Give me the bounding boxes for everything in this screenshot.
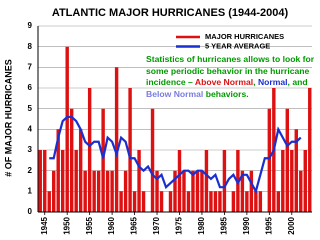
bar (303, 150, 307, 212)
x-tick-label: 1965 (130, 216, 139, 234)
bar (96, 170, 101, 212)
bar (105, 170, 110, 212)
bar (245, 191, 249, 212)
average-line (49, 115, 302, 195)
bar (150, 108, 155, 212)
annotation-text: behaviors. (203, 88, 249, 99)
bar (159, 191, 164, 212)
bar (74, 150, 78, 212)
bar (114, 67, 119, 212)
bar (195, 170, 200, 212)
y-tick-label: 5 (28, 104, 33, 113)
annotation-line: incidence – Above Normal, Normal, and (146, 77, 314, 89)
bar (204, 150, 209, 212)
bar (60, 150, 65, 212)
legend-label: MAJOR HURRICANES (205, 32, 284, 41)
y-tick-label: 9 (28, 21, 33, 30)
y-tick-label: 1 (28, 186, 33, 195)
annotation: Statistics of hurricanes allows to look … (146, 54, 314, 100)
bar (281, 150, 285, 212)
bar (218, 191, 222, 212)
bar (213, 191, 218, 212)
bar (87, 88, 92, 212)
y-tick-label: 6 (28, 83, 33, 92)
bar (101, 108, 105, 212)
bar (200, 170, 204, 212)
bar (65, 46, 69, 212)
annotation-text: Above Normal (194, 77, 254, 87)
x-tick-label: 1990 (242, 216, 251, 234)
annotation-line: Below Normal behaviors. (146, 89, 314, 101)
y-tick-label: 2 (28, 166, 33, 175)
y-tick-label: 4 (28, 124, 33, 133)
bar (258, 191, 263, 212)
annotation-text: , and (287, 77, 308, 87)
y-tick-label: 8 (28, 42, 33, 51)
bar (137, 150, 141, 212)
bar (254, 191, 258, 212)
bar (173, 170, 177, 212)
x-tick-label: 1985 (220, 216, 229, 234)
bar (132, 191, 137, 212)
bar (222, 150, 227, 212)
bar (191, 170, 195, 212)
x-tick-label: 2000 (287, 216, 296, 234)
bar (249, 170, 254, 212)
bar (209, 191, 213, 212)
bar (299, 170, 303, 212)
bar (168, 191, 173, 212)
annotation-text: incidence – (146, 77, 195, 87)
bar (290, 150, 294, 212)
x-tick-label: 1980 (197, 216, 206, 234)
bar (128, 88, 132, 212)
bar (38, 150, 42, 212)
bar (43, 150, 47, 212)
bar (267, 108, 272, 212)
bar (110, 170, 114, 212)
bar (52, 170, 56, 212)
bar (155, 170, 159, 212)
x-tick-label: 1970 (152, 216, 161, 234)
bar (141, 191, 146, 212)
bar (119, 191, 123, 212)
bar (276, 191, 281, 212)
x-tick-label: 1955 (85, 216, 94, 234)
chart-title: ATLANTIC MAJOR HURRICANES (1944-2004) (52, 7, 289, 19)
bar (78, 129, 83, 212)
bar (182, 170, 186, 212)
legend-label: 5 YEAR AVERAGE (205, 41, 270, 50)
bar (294, 129, 298, 212)
y-tick-label: 3 (28, 145, 33, 154)
bar (285, 108, 290, 212)
bar (83, 170, 87, 212)
bar (123, 170, 128, 212)
x-tick-label: 1975 (175, 216, 184, 234)
x-tick-label: 1960 (107, 216, 116, 234)
bar (186, 191, 191, 212)
bar (231, 191, 236, 212)
annotation-text: some periodic behavior in the hurricane (146, 65, 310, 76)
bar (47, 191, 51, 212)
x-tick-label: 1950 (62, 216, 71, 234)
annotation-line: Statistics of hurricanes allows to look … (146, 54, 314, 66)
annotation-text: Normal (257, 77, 288, 87)
annotation-line: some periodic behavior in the hurricane (146, 66, 314, 78)
bar (69, 108, 74, 212)
bar (240, 170, 245, 212)
annotation-text: Statistics of hurricanes allows to look … (146, 54, 315, 64)
bar (177, 150, 182, 212)
bar (308, 88, 312, 212)
y-tick-label: 7 (28, 62, 33, 71)
annotation-text: Below Normal (146, 88, 204, 99)
annotation-text: , (253, 77, 258, 87)
bar (56, 129, 60, 212)
x-tick-label: 1945 (40, 216, 49, 234)
bar (92, 170, 96, 212)
y-axis-label: # OF MAJOR HURRICANES (3, 59, 13, 177)
y-tick-label: 0 (28, 207, 33, 216)
x-tick-label: 1995 (264, 216, 273, 234)
